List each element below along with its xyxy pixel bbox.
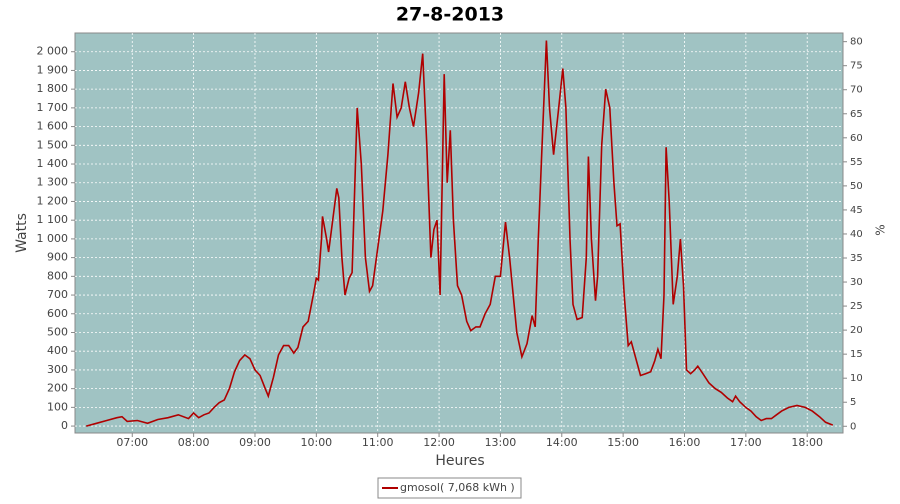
y2-tick-label: 10 xyxy=(850,373,863,384)
y2-tick-label: 20 xyxy=(850,325,863,336)
x-axis-label: Heures xyxy=(435,453,484,469)
legend-label: gmosol( 7,068 kWh ) xyxy=(400,481,515,494)
x-tick-label: 18:00 xyxy=(791,436,823,449)
y-tick-label: 0 xyxy=(61,419,68,432)
y-tick-label: 2 000 xyxy=(37,45,69,58)
x-tick-label: 07:00 xyxy=(116,436,148,449)
y2-tick-label: 25 xyxy=(850,301,863,312)
y-axis-label: Watts xyxy=(14,213,30,253)
y2-tick-label: 55 xyxy=(850,157,863,168)
series-line xyxy=(85,40,834,427)
y-tick-label: 600 xyxy=(47,307,68,320)
y-tick-label: 1 700 xyxy=(37,101,69,114)
y-tick-label: 1 100 xyxy=(37,213,69,226)
y-tick-label: 800 xyxy=(47,269,68,282)
x-tick-label: 16:00 xyxy=(669,436,701,449)
y2-tick-label: 15 xyxy=(850,349,863,360)
y-tick-label: 1 500 xyxy=(37,138,69,151)
x-tick-label: 13:00 xyxy=(485,436,517,449)
y-tick-label: 1 600 xyxy=(37,120,69,133)
y2-tick-label: 40 xyxy=(850,229,863,240)
y2-tick-label: 50 xyxy=(850,181,863,192)
plot-area xyxy=(74,32,844,434)
y2-tick-label: 30 xyxy=(850,277,863,288)
y2-tick-label: 45 xyxy=(850,205,863,216)
y2-tick-label: 60 xyxy=(850,133,863,144)
y-tick-label: 900 xyxy=(47,251,68,264)
y-tick-label: 1 000 xyxy=(37,232,69,245)
x-tick-label: 11:00 xyxy=(362,436,394,449)
x-tick-label: 09:00 xyxy=(239,436,271,449)
y2-tick-label: 35 xyxy=(850,253,863,264)
x-tick-label: 14:00 xyxy=(546,436,578,449)
y-tick-label: 400 xyxy=(47,344,68,357)
y-tick-label: 1 200 xyxy=(37,194,69,207)
y2-tick-label: 5 xyxy=(850,397,856,408)
x-tick-label: 10:00 xyxy=(300,436,332,449)
y-tick-label: 1 400 xyxy=(37,157,69,170)
y2-tick-label: 75 xyxy=(850,61,863,72)
x-tick-label: 15:00 xyxy=(607,436,639,449)
y-tick-label: 1 900 xyxy=(37,63,69,76)
y-tick-label: 1 800 xyxy=(37,82,69,95)
y-tick-label: 500 xyxy=(47,325,68,338)
y-tick-label: 100 xyxy=(47,400,68,413)
y2-axis-label: % xyxy=(874,224,888,235)
y-tick-label: 700 xyxy=(47,288,68,301)
y2-tick-label: 80 xyxy=(850,37,863,48)
y2-tick-label: 0 xyxy=(850,421,856,432)
legend-box xyxy=(377,477,522,499)
chart-title: 27-8-2013 xyxy=(396,4,504,26)
y2-tick-label: 70 xyxy=(850,85,863,96)
y-tick-label: 300 xyxy=(47,363,68,376)
x-tick-label: 08:00 xyxy=(178,436,210,449)
x-tick-label: 17:00 xyxy=(730,436,762,449)
y-tick-label: 1 300 xyxy=(37,176,69,189)
y-tick-label: 200 xyxy=(47,382,68,395)
y2-tick-label: 65 xyxy=(850,109,863,120)
x-tick-label: 12:00 xyxy=(423,436,455,449)
